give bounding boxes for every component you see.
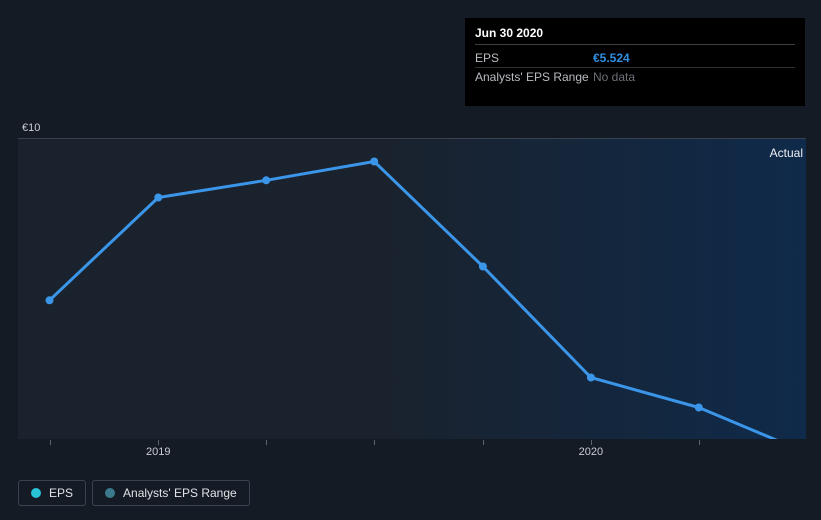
chart-svg (18, 139, 806, 439)
data-point[interactable] (587, 374, 595, 382)
x-tick-minor (699, 440, 700, 445)
x-tick-minor (266, 440, 267, 445)
chart-plot-area (18, 138, 806, 438)
data-point[interactable] (695, 404, 703, 412)
legend-swatch (31, 488, 41, 498)
x-tick-minor (483, 440, 484, 445)
legend-label: EPS (49, 486, 73, 500)
y-axis-label-top: €10 (22, 122, 40, 134)
chart-legend: EPS Analysts' EPS Range (18, 480, 250, 506)
data-point[interactable] (46, 296, 54, 304)
x-axis: 2019 2020 (18, 440, 806, 460)
data-point[interactable] (262, 176, 270, 184)
x-tick-major (591, 440, 592, 445)
tooltip-value: No data (593, 70, 635, 84)
legend-swatch (105, 488, 115, 498)
x-tick-label: 2019 (146, 446, 170, 458)
tooltip-label: Analysts' EPS Range (475, 70, 593, 84)
tooltip-date: Jun 30 2020 (475, 26, 795, 45)
data-point[interactable] (154, 194, 162, 202)
legend-item-range[interactable]: Analysts' EPS Range (92, 480, 250, 506)
tooltip-row-range: Analysts' EPS Range No data (475, 68, 795, 86)
data-point[interactable] (370, 158, 378, 166)
legend-label: Analysts' EPS Range (123, 486, 237, 500)
data-point[interactable] (479, 263, 487, 271)
legend-item-eps[interactable]: EPS (18, 480, 86, 506)
x-tick-minor (374, 440, 375, 445)
tooltip-row-eps: EPS €5.524 (475, 49, 795, 68)
chart-annotation-actual: Actual (770, 146, 803, 160)
chart-container: { "tooltip": { "title": "Jun 30 2020", "… (0, 0, 821, 520)
tooltip-label: EPS (475, 51, 593, 65)
x-tick-major (158, 440, 159, 445)
chart-tooltip: Jun 30 2020 EPS €5.524 Analysts' EPS Ran… (465, 18, 805, 106)
x-tick-minor (50, 440, 51, 445)
tooltip-value: €5.524 (593, 51, 630, 65)
x-tick-label: 2020 (579, 446, 603, 458)
